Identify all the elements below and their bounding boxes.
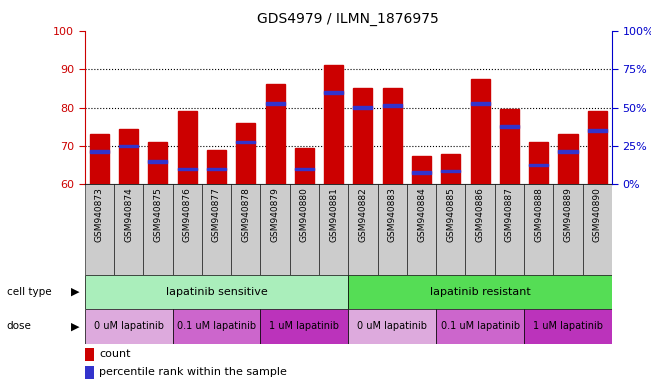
Bar [119, 144, 138, 147]
Bar [500, 109, 519, 184]
Text: GSM940879: GSM940879 [271, 187, 279, 242]
Bar [260, 309, 348, 344]
Bar [559, 150, 577, 153]
Bar [348, 309, 436, 344]
Bar [588, 111, 607, 184]
Bar [148, 142, 167, 184]
Text: 0.1 uM lapatinib: 0.1 uM lapatinib [177, 321, 256, 331]
Bar [441, 170, 460, 172]
Bar [348, 184, 378, 275]
Bar [465, 184, 495, 275]
Bar [495, 184, 524, 275]
Bar [353, 106, 372, 109]
Bar [143, 184, 173, 275]
Bar [114, 184, 143, 275]
Bar [524, 309, 612, 344]
Bar [353, 88, 372, 184]
Bar [178, 111, 197, 184]
Text: 0 uM lapatinib: 0 uM lapatinib [94, 321, 163, 331]
Bar [178, 167, 197, 170]
Text: percentile rank within the sample: percentile rank within the sample [100, 367, 287, 377]
Bar [85, 275, 348, 309]
Bar [383, 104, 402, 107]
Text: GSM940890: GSM940890 [593, 187, 602, 242]
Bar [90, 150, 109, 153]
Text: GSM940876: GSM940876 [183, 187, 191, 242]
Text: GSM940883: GSM940883 [388, 187, 396, 242]
Bar [85, 184, 114, 275]
Bar [500, 125, 519, 128]
Text: GSM940884: GSM940884 [417, 187, 426, 242]
Text: GSM940882: GSM940882 [359, 187, 367, 242]
Bar [378, 184, 407, 275]
Bar [85, 366, 94, 379]
Text: GSM940889: GSM940889 [564, 187, 572, 242]
Bar [266, 102, 284, 105]
Text: lapatinib resistant: lapatinib resistant [430, 287, 531, 297]
Text: GDS4979 / ILMN_1876975: GDS4979 / ILMN_1876975 [257, 12, 439, 25]
Bar [324, 91, 343, 93]
Bar [348, 275, 612, 309]
Text: GSM940887: GSM940887 [505, 187, 514, 242]
Bar [553, 184, 583, 275]
Bar [295, 148, 314, 184]
Bar [290, 184, 319, 275]
Bar [559, 134, 577, 184]
Text: GSM940888: GSM940888 [534, 187, 543, 242]
Text: ▶: ▶ [70, 321, 79, 331]
Bar [407, 184, 436, 275]
Text: GSM940881: GSM940881 [329, 187, 338, 242]
Text: ▶: ▶ [70, 287, 79, 297]
Text: GSM940875: GSM940875 [154, 187, 162, 242]
Text: GSM940877: GSM940877 [212, 187, 221, 242]
Text: GSM940874: GSM940874 [124, 187, 133, 242]
Bar [90, 134, 109, 184]
Bar [85, 348, 94, 361]
Bar [231, 184, 260, 275]
Text: count: count [100, 349, 131, 359]
Text: GSM940873: GSM940873 [95, 187, 104, 242]
Bar [148, 160, 167, 163]
Bar [119, 129, 138, 184]
Text: 1 uM lapatinib: 1 uM lapatinib [270, 321, 339, 331]
Bar [266, 84, 284, 184]
Bar [441, 154, 460, 184]
Bar [471, 79, 490, 184]
Bar [471, 102, 490, 105]
Text: cell type: cell type [7, 287, 51, 297]
Bar [207, 150, 226, 184]
Bar [412, 156, 431, 184]
Bar [529, 164, 548, 167]
Bar [260, 184, 290, 275]
Text: 1 uM lapatinib: 1 uM lapatinib [533, 321, 603, 331]
Bar [436, 309, 524, 344]
Bar [529, 142, 548, 184]
Text: GSM940886: GSM940886 [476, 187, 484, 242]
Text: lapatinib sensitive: lapatinib sensitive [165, 287, 268, 297]
Bar [207, 167, 226, 170]
Bar [173, 309, 260, 344]
Text: GSM940878: GSM940878 [242, 187, 250, 242]
Text: 0.1 uM lapatinib: 0.1 uM lapatinib [441, 321, 519, 331]
Bar [524, 184, 553, 275]
Bar [319, 184, 348, 275]
Bar [173, 184, 202, 275]
Bar [202, 184, 231, 275]
Bar [295, 167, 314, 170]
Text: dose: dose [7, 321, 31, 331]
Bar [412, 171, 431, 174]
Bar [583, 184, 612, 275]
Bar [383, 88, 402, 184]
Text: GSM940880: GSM940880 [300, 187, 309, 242]
Bar [236, 141, 255, 143]
Text: GSM940885: GSM940885 [447, 187, 455, 242]
Bar [85, 309, 173, 344]
Bar [236, 123, 255, 184]
Bar [588, 129, 607, 132]
Bar [436, 184, 465, 275]
Text: 0 uM lapatinib: 0 uM lapatinib [357, 321, 427, 331]
Bar [324, 65, 343, 184]
